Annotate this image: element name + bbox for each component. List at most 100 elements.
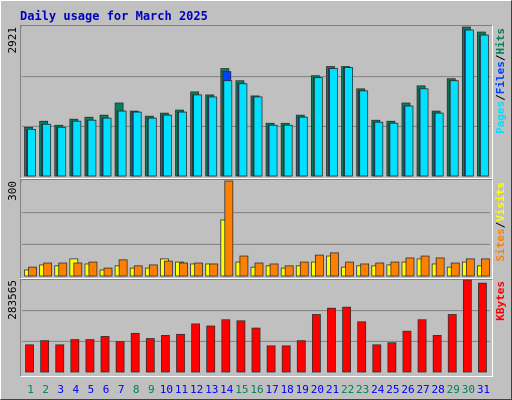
bar	[208, 96, 218, 177]
x-tick-label: 1	[27, 383, 34, 396]
bar	[389, 122, 399, 177]
bar	[268, 124, 278, 177]
bar	[40, 340, 50, 373]
bar	[330, 252, 339, 277]
bar	[405, 257, 415, 277]
panel-bevel	[20, 25, 493, 179]
x-tick-label: 9	[148, 383, 155, 396]
bar	[402, 330, 412, 373]
bar	[359, 90, 369, 177]
panel-bevel	[20, 179, 493, 279]
bar	[85, 339, 95, 373]
bar	[284, 265, 294, 277]
x-tick-label: 12	[190, 383, 203, 396]
bar	[374, 121, 384, 177]
bar	[251, 327, 261, 373]
bar	[88, 261, 98, 277]
bar	[191, 323, 201, 373]
bar	[73, 262, 83, 277]
bar	[420, 255, 430, 277]
bar	[27, 128, 36, 177]
bar	[193, 94, 203, 177]
x-tick-label: 13	[205, 383, 218, 396]
bar	[480, 34, 489, 177]
bar	[360, 263, 370, 277]
bar	[404, 105, 414, 177]
x-tick-label: 15	[235, 383, 248, 396]
bar	[390, 261, 400, 277]
bar	[100, 336, 110, 373]
bar	[103, 267, 113, 277]
bar	[133, 265, 143, 277]
x-tick-label: 23	[356, 383, 369, 396]
x-tick-label: 20	[311, 383, 324, 396]
bar	[357, 321, 367, 373]
x-tick-label: 18	[281, 383, 294, 396]
bar	[43, 262, 53, 277]
bar	[344, 67, 353, 177]
chart-title: Daily usage for March 2025	[20, 9, 208, 23]
bar	[115, 341, 125, 373]
x-tick-label: 24	[371, 383, 385, 396]
bar	[329, 68, 338, 177]
bar	[236, 320, 246, 373]
bar	[314, 254, 324, 277]
bar	[58, 262, 68, 277]
bar	[372, 344, 382, 373]
x-tick-label: 10	[160, 383, 173, 396]
bar	[298, 116, 308, 177]
bar	[223, 80, 233, 177]
bar	[387, 342, 397, 373]
bar	[239, 255, 249, 277]
bar	[102, 117, 112, 177]
bar	[417, 319, 427, 373]
x-tick-label: 31	[477, 383, 490, 396]
panel-bevel	[20, 279, 493, 377]
x-tick-label: 4	[73, 383, 80, 396]
bar	[283, 124, 293, 177]
bar	[147, 117, 157, 177]
bar	[465, 258, 475, 277]
bar	[163, 114, 172, 177]
bar	[345, 261, 354, 277]
bar	[42, 123, 52, 177]
legend-entry: Hits	[494, 28, 507, 55]
panel-bevel	[20, 25, 493, 179]
bar	[254, 262, 264, 277]
bar	[269, 263, 279, 277]
x-tick-label: 2	[42, 383, 49, 396]
legend-separator: /	[494, 94, 507, 101]
legend: Pages/Files/Hits	[494, 28, 507, 134]
bar	[311, 314, 321, 373]
bar	[464, 29, 474, 177]
bar	[449, 80, 459, 177]
bar	[281, 345, 291, 373]
bar	[432, 335, 442, 373]
bar	[434, 112, 444, 177]
bar	[266, 345, 276, 373]
bar	[164, 260, 173, 277]
bar	[178, 111, 187, 177]
bar	[435, 257, 445, 277]
bar	[462, 279, 472, 373]
y-tick-label: 300	[6, 181, 19, 201]
bar	[447, 314, 457, 373]
x-tick-label: 19	[296, 383, 309, 396]
bar	[342, 306, 351, 373]
bar	[206, 325, 216, 373]
bar	[161, 335, 170, 373]
legend-entry: Visits	[494, 182, 507, 222]
bar	[299, 261, 309, 277]
bar	[296, 340, 306, 373]
x-tick-label: 6	[103, 383, 110, 396]
x-tick-label: 11	[175, 383, 188, 396]
bar	[72, 120, 82, 177]
legend-entry: Pages	[494, 101, 507, 134]
x-tick-label: 27	[416, 383, 429, 396]
x-tick-label: 3	[57, 383, 64, 396]
bar	[450, 262, 460, 277]
x-tick-label: 28	[432, 383, 445, 396]
x-tick-label: 8	[133, 383, 140, 396]
